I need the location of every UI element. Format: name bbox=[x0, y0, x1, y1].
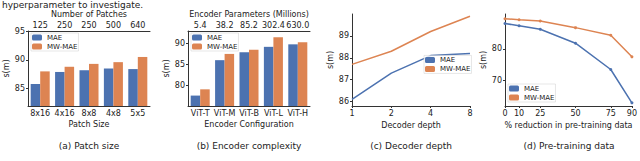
svg-text:85.2: 85.2 bbox=[240, 21, 258, 30]
svg-text:ViT-T: ViT-T bbox=[191, 109, 210, 118]
svg-text:25: 25 bbox=[535, 109, 545, 118]
svg-text:ViT-H: ViT-H bbox=[288, 109, 309, 118]
svg-text:(d) Pre-training data: (d) Pre-training data bbox=[523, 141, 614, 151]
svg-text:(a) Patch size: (a) Patch size bbox=[59, 141, 120, 151]
svg-text:640: 640 bbox=[130, 21, 145, 30]
svg-text:630.0: 630.0 bbox=[286, 21, 309, 30]
svg-text:5x5: 5x5 bbox=[130, 109, 145, 118]
svg-text:302.4: 302.4 bbox=[262, 21, 285, 30]
svg-text:125: 125 bbox=[33, 21, 48, 30]
svg-text:1: 1 bbox=[349, 109, 354, 118]
svg-text:MW-MAE: MW-MAE bbox=[524, 94, 554, 102]
svg-text:75: 75 bbox=[606, 109, 616, 118]
svg-text:90: 90 bbox=[175, 39, 185, 48]
svg-text:89: 89 bbox=[339, 31, 349, 40]
svg-text:Patch Size: Patch Size bbox=[69, 120, 110, 129]
svg-text:MW-MAE: MW-MAE bbox=[47, 43, 77, 51]
svg-text:Number of Patches: Number of Patches bbox=[51, 10, 127, 19]
svg-text:8x8: 8x8 bbox=[82, 109, 97, 118]
svg-text:Encoder Parameters (Millions): Encoder Parameters (Millions) bbox=[189, 10, 309, 19]
svg-text:MW-MAE: MW-MAE bbox=[440, 65, 470, 73]
svg-text:Decoder depth: Decoder depth bbox=[381, 121, 441, 130]
svg-text:90: 90 bbox=[627, 109, 637, 118]
svg-text:90: 90 bbox=[15, 55, 25, 64]
svg-text:70: 70 bbox=[492, 76, 502, 85]
svg-text:8: 8 bbox=[467, 109, 472, 118]
svg-text:Encoder Configuration: Encoder Configuration bbox=[204, 120, 294, 129]
svg-text:MAE: MAE bbox=[524, 85, 539, 93]
svg-text:ViT-L: ViT-L bbox=[264, 109, 284, 118]
svg-text:4x16: 4x16 bbox=[55, 109, 75, 118]
svg-text:87: 87 bbox=[339, 75, 349, 84]
svg-text:ViT-B: ViT-B bbox=[239, 109, 259, 118]
svg-text:500: 500 bbox=[106, 21, 121, 30]
svg-text:50: 50 bbox=[570, 109, 580, 118]
svg-text:(b) Encoder complexity: (b) Encoder complexity bbox=[197, 141, 302, 151]
svg-text:80: 80 bbox=[175, 81, 185, 90]
svg-text:250: 250 bbox=[57, 21, 72, 30]
svg-text:10: 10 bbox=[514, 109, 524, 118]
svg-text:95: 95 bbox=[15, 27, 25, 36]
svg-text:4: 4 bbox=[428, 109, 433, 118]
svg-text:250: 250 bbox=[81, 21, 96, 30]
svg-text:80: 80 bbox=[492, 44, 502, 53]
svg-text:s(m): s(m) bbox=[2, 59, 11, 77]
svg-text:88: 88 bbox=[339, 53, 349, 62]
svg-text:% reduction in pre-training da: % reduction in pre-training data bbox=[504, 121, 632, 130]
svg-text:s(m): s(m) bbox=[162, 59, 171, 77]
svg-text:4x8: 4x8 bbox=[106, 109, 121, 118]
svg-text:85: 85 bbox=[175, 60, 185, 69]
svg-text:0: 0 bbox=[502, 109, 507, 118]
svg-text:85: 85 bbox=[15, 84, 25, 93]
svg-text:(c) Decoder depth: (c) Decoder depth bbox=[370, 141, 452, 151]
svg-text:MAE: MAE bbox=[440, 56, 455, 64]
svg-text:8x16: 8x16 bbox=[30, 109, 50, 118]
svg-text:ViT-M: ViT-M bbox=[214, 109, 236, 118]
svg-text:MW-MAE: MW-MAE bbox=[207, 43, 237, 51]
svg-text:2: 2 bbox=[389, 109, 394, 118]
svg-text:MAE: MAE bbox=[207, 34, 222, 42]
svg-text:86: 86 bbox=[339, 97, 349, 106]
svg-text:hyperparameter to investigate.: hyperparameter to investigate. bbox=[2, 0, 143, 10]
svg-text:MAE: MAE bbox=[47, 34, 62, 42]
svg-text:s(m): s(m) bbox=[326, 51, 335, 69]
svg-text:5.4: 5.4 bbox=[194, 21, 207, 30]
svg-text:38.2: 38.2 bbox=[216, 21, 234, 30]
svg-text:s(m): s(m) bbox=[479, 51, 488, 69]
